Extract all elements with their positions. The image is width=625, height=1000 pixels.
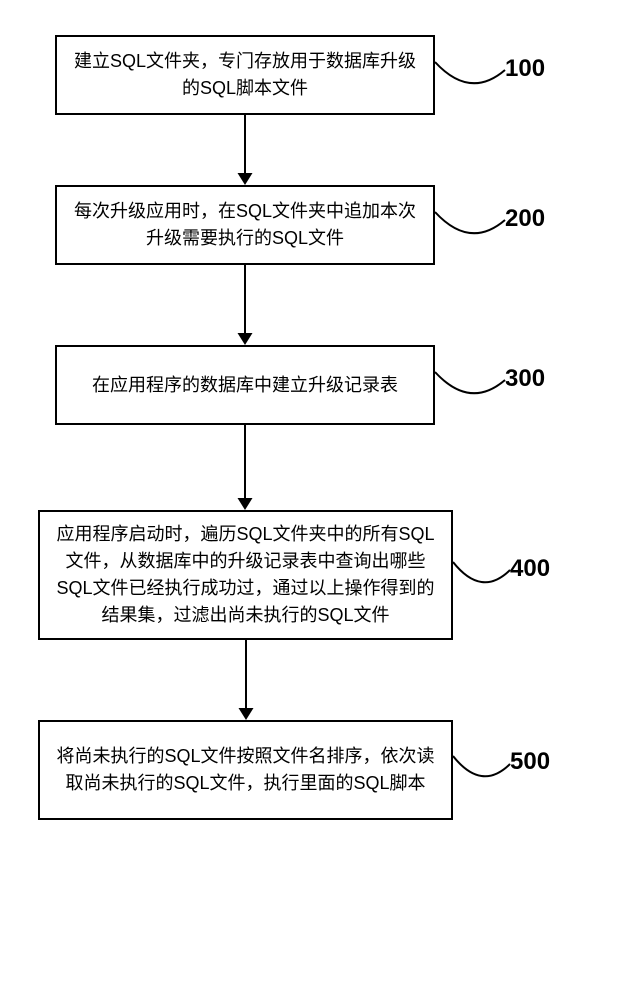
flowchart-canvas: 建立SQL文件夹，专门存放用于数据库升级的SQL脚本文件每次升级应用时，在SQL… — [0, 0, 625, 1000]
arrow-n3-n4 — [225, 425, 265, 510]
flow-node-n5: 将尚未执行的SQL文件按照文件名排序，依次读取尚未执行的SQL文件，执行里面的S… — [38, 720, 453, 820]
callout-curve-4 — [448, 751, 515, 807]
flow-node-n4: 应用程序启动时，遍历SQL文件夹中的所有SQL文件，从数据库中的升级记录表中查询… — [38, 510, 453, 640]
step-label-100: 100 — [505, 55, 545, 83]
flow-node-text: 在应用程序的数据库中建立升级记录表 — [92, 372, 398, 399]
step-label-text: 100 — [505, 55, 545, 82]
callout-curve-3 — [448, 557, 515, 613]
step-label-text: 400 — [510, 555, 550, 582]
step-label-400: 400 — [510, 555, 550, 583]
flow-node-n3: 在应用程序的数据库中建立升级记录表 — [55, 345, 435, 425]
flow-node-text: 应用程序启动时，遍历SQL文件夹中的所有SQL文件，从数据库中的升级记录表中查询… — [52, 521, 439, 629]
flow-node-n1: 建立SQL文件夹，专门存放用于数据库升级的SQL脚本文件 — [55, 35, 435, 115]
flow-node-text: 将尚未执行的SQL文件按照文件名排序，依次读取尚未执行的SQL文件，执行里面的S… — [52, 743, 439, 797]
step-label-300: 300 — [505, 365, 545, 393]
step-label-500: 500 — [510, 748, 550, 776]
arrow-n1-n2 — [225, 115, 265, 185]
flow-node-text: 建立SQL文件夹，专门存放用于数据库升级的SQL脚本文件 — [69, 48, 421, 102]
callout-curve-0 — [430, 57, 510, 115]
arrow-n4-n5 — [226, 640, 266, 720]
step-label-200: 200 — [505, 205, 545, 233]
step-label-text: 500 — [510, 748, 550, 775]
step-label-text: 200 — [505, 205, 545, 232]
arrow-n2-n3 — [225, 265, 265, 345]
step-label-text: 300 — [505, 365, 545, 392]
callout-curve-1 — [430, 207, 510, 265]
flow-node-n2: 每次升级应用时，在SQL文件夹中追加本次升级需要执行的SQL文件 — [55, 185, 435, 265]
flow-node-text: 每次升级应用时，在SQL文件夹中追加本次升级需要执行的SQL文件 — [69, 198, 421, 252]
callout-curve-2 — [430, 367, 510, 425]
